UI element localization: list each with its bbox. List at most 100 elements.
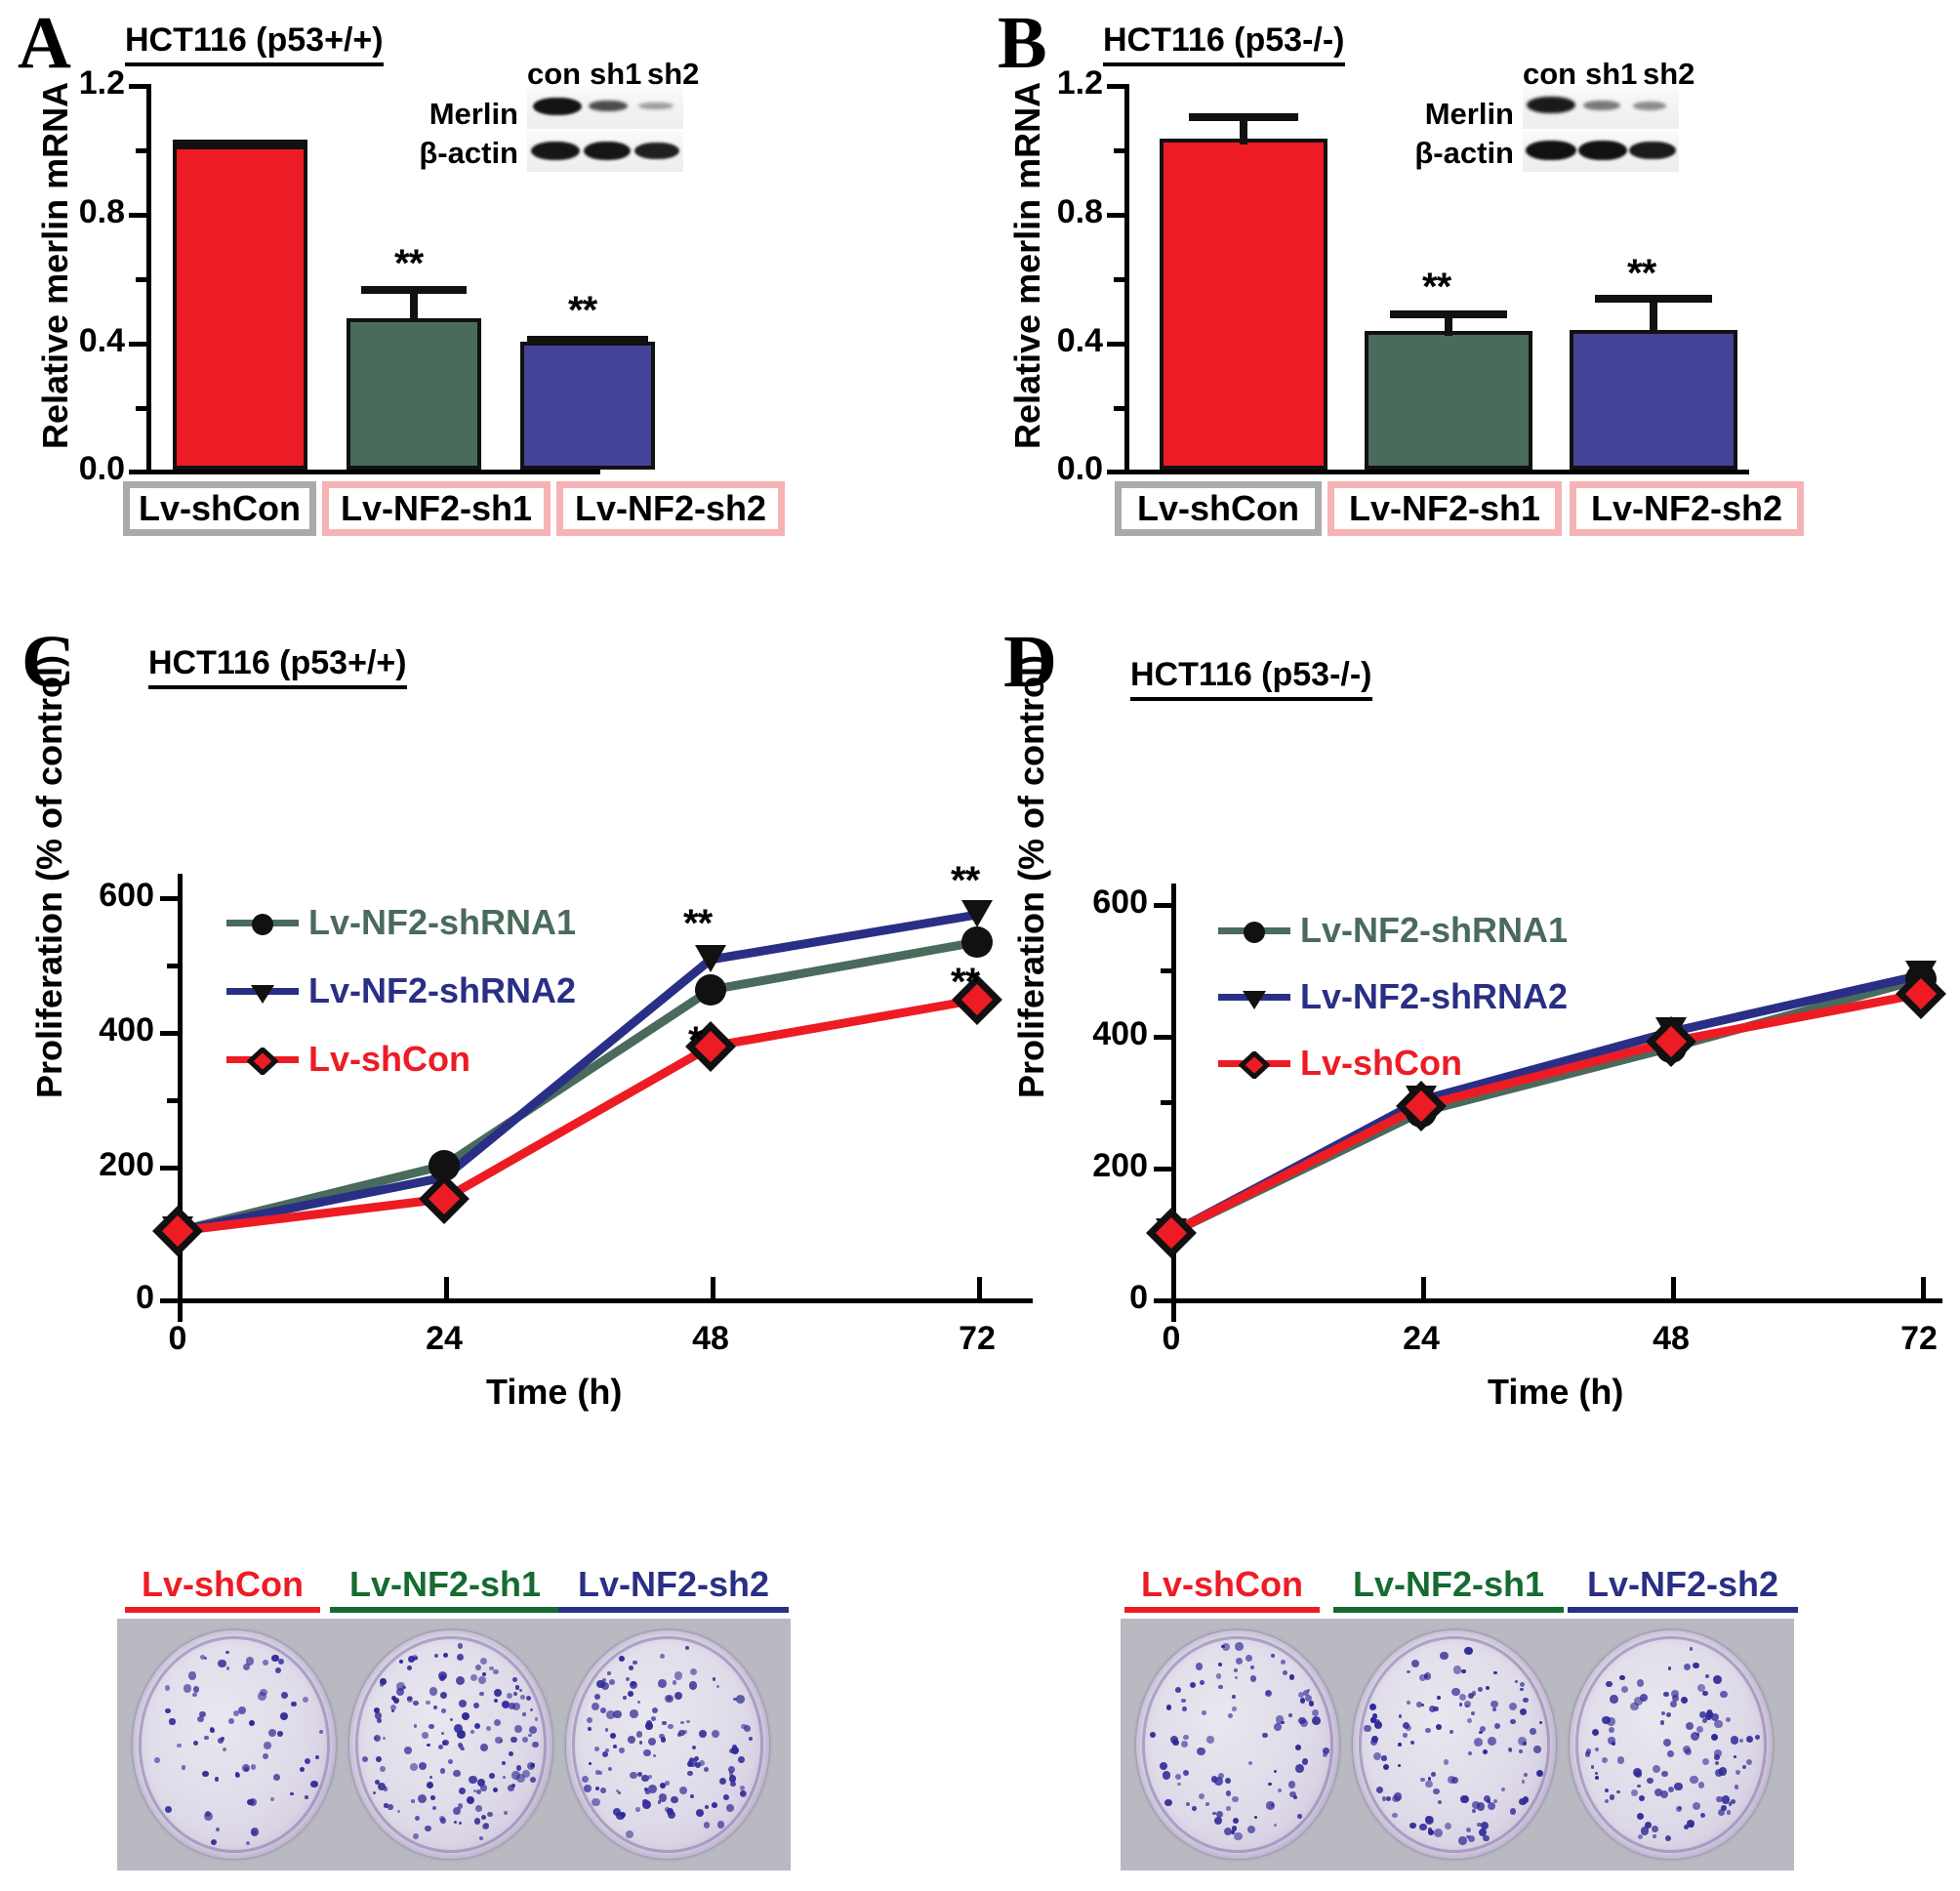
colony-dot bbox=[218, 1738, 225, 1745]
colony-dot bbox=[602, 1751, 609, 1758]
colony-dot bbox=[1514, 1679, 1519, 1684]
colony-dot bbox=[1295, 1763, 1304, 1773]
panel-d-plate-caption-2: Lv-NF2-sh1 bbox=[1333, 1564, 1564, 1613]
panel-c-sig-48h-shrna1: * bbox=[688, 1019, 704, 1062]
panel-d-dish-lv-nf2-sh1 bbox=[1353, 1630, 1556, 1859]
colony-dot bbox=[1714, 1768, 1724, 1778]
colony-dot bbox=[378, 1782, 387, 1790]
colony-dot bbox=[1458, 1703, 1463, 1706]
colony-dot bbox=[1288, 1674, 1295, 1680]
colony-dot bbox=[380, 1678, 387, 1685]
colony-dot bbox=[489, 1665, 495, 1671]
colony-dot bbox=[1466, 1827, 1472, 1832]
colony-dot bbox=[374, 1706, 380, 1713]
colony-dot bbox=[636, 1771, 643, 1777]
colony-dot bbox=[1720, 1805, 1727, 1811]
colony-dot bbox=[242, 1663, 250, 1671]
colony-dot bbox=[1247, 1826, 1255, 1834]
colony-dot bbox=[1393, 1792, 1403, 1801]
colony-dot bbox=[1462, 1795, 1468, 1802]
colony-dot bbox=[426, 1781, 433, 1788]
panel-b-errorbar-stem-2 bbox=[1445, 314, 1452, 336]
colony-dot bbox=[1371, 1736, 1378, 1743]
colony-dot bbox=[1720, 1691, 1728, 1699]
colony-dot bbox=[659, 1733, 665, 1740]
colony-dot bbox=[592, 1797, 600, 1806]
colony-dot bbox=[1517, 1737, 1527, 1747]
colony-dot bbox=[1706, 1708, 1712, 1714]
colony-dot bbox=[1376, 1786, 1384, 1793]
colony-dot bbox=[740, 1789, 748, 1797]
colony-dot bbox=[716, 1684, 720, 1688]
colony-dot bbox=[598, 1771, 602, 1775]
colony-dot bbox=[487, 1811, 494, 1818]
panel-c-ytick-600 bbox=[160, 896, 180, 901]
colony-dot bbox=[1705, 1710, 1714, 1718]
colony-dot bbox=[458, 1700, 468, 1708]
colony-dot bbox=[680, 1720, 684, 1725]
colony-dot bbox=[581, 1776, 589, 1784]
legend-marker-diamond-icon bbox=[1218, 1051, 1290, 1079]
colony-dot bbox=[1472, 1801, 1480, 1809]
colony-dot bbox=[638, 1741, 643, 1745]
colony-dot bbox=[1726, 1810, 1732, 1815]
colony-dot bbox=[404, 1746, 413, 1754]
colony-dot bbox=[214, 1777, 220, 1783]
colony-dot bbox=[1519, 1681, 1526, 1688]
band-merlin-sh2 bbox=[638, 103, 674, 109]
panel-b-blot-row-bactin: β-actin bbox=[1414, 136, 1514, 170]
colony-dot bbox=[688, 1758, 698, 1767]
colony-dot bbox=[502, 1700, 510, 1708]
panel-b-ytick-minor-1.0 bbox=[1114, 148, 1126, 153]
colony-dot bbox=[1519, 1797, 1527, 1806]
panel-c-ytick-200 bbox=[160, 1166, 180, 1171]
colony-dot bbox=[1280, 1660, 1286, 1665]
colony-dot bbox=[1697, 1683, 1706, 1692]
colony-dot bbox=[1745, 1735, 1754, 1744]
colony-dot bbox=[1458, 1693, 1466, 1701]
colony-dot bbox=[1410, 1740, 1415, 1746]
panel-b-ytick-0.4 bbox=[1107, 342, 1126, 347]
colony-dot bbox=[1210, 1776, 1218, 1783]
colony-dot bbox=[534, 1717, 539, 1722]
colony-dot bbox=[475, 1665, 481, 1670]
colony-dot bbox=[459, 1788, 467, 1795]
colony-dot bbox=[689, 1668, 697, 1676]
colony-dot bbox=[1714, 1760, 1719, 1765]
colony-dot bbox=[493, 1699, 499, 1704]
panel-b-errorbar-stem-1 bbox=[1240, 117, 1247, 144]
colony-dot bbox=[647, 1774, 652, 1779]
panel-c-legend-label-shrna1: Lv-NF2-shRNA1 bbox=[308, 902, 577, 942]
colony-dot bbox=[1218, 1684, 1224, 1690]
colony-dot bbox=[1735, 1770, 1741, 1776]
colony-dot bbox=[440, 1674, 446, 1680]
band-bactin-sh1-b bbox=[1578, 141, 1627, 160]
colony-dot bbox=[456, 1730, 466, 1740]
colony-dot bbox=[1305, 1695, 1313, 1703]
colony-dot bbox=[305, 1794, 308, 1799]
colony-dot bbox=[1672, 1695, 1680, 1703]
colony-dot bbox=[234, 1772, 240, 1779]
colony-dot bbox=[1398, 1714, 1403, 1718]
colony-dot bbox=[1368, 1703, 1376, 1710]
panel-d-plot bbox=[1146, 961, 1946, 1258]
colony-dot bbox=[485, 1726, 491, 1732]
colony-dot bbox=[473, 1722, 481, 1730]
panel-c-ytick-400 bbox=[160, 1031, 180, 1036]
colony-dot bbox=[612, 1709, 622, 1719]
panel-a-bar-lv-nf2-sh1 bbox=[347, 318, 481, 470]
colony-dot bbox=[1249, 1675, 1257, 1682]
colony-dot bbox=[1472, 1809, 1477, 1814]
colony-dot bbox=[1298, 1716, 1306, 1725]
colony-dot bbox=[689, 1793, 695, 1799]
colony-dot bbox=[1669, 1700, 1678, 1708]
colony-dot bbox=[442, 1652, 449, 1659]
colony-dot bbox=[1508, 1702, 1518, 1711]
colony-dot bbox=[1595, 1747, 1600, 1752]
colony-dot bbox=[748, 1736, 754, 1742]
colony-dot bbox=[418, 1761, 428, 1771]
colony-dot bbox=[528, 1725, 538, 1735]
colony-dot bbox=[744, 1725, 751, 1733]
colony-dot bbox=[1265, 1690, 1271, 1695]
colony-dot bbox=[1483, 1795, 1490, 1803]
